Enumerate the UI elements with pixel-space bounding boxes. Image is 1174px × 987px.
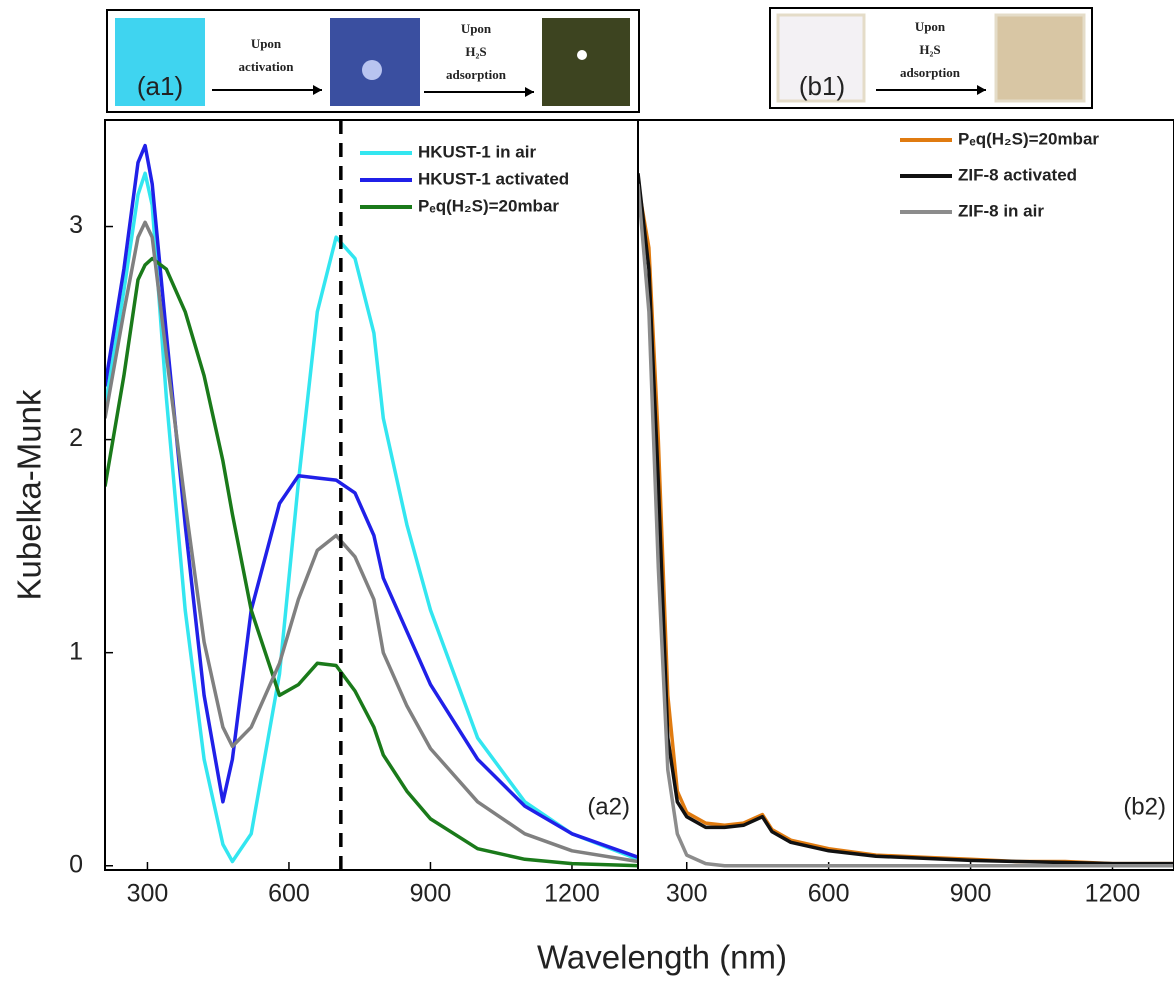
x-tick-label: 300 <box>127 880 169 908</box>
legend-label: HKUST-1 activated <box>418 169 569 188</box>
plot-frame <box>637 119 1174 871</box>
y-tick-label: 3 <box>69 211 83 239</box>
arrow-head <box>525 87 534 97</box>
sample-photo <box>542 18 630 106</box>
y-tick-label: 2 <box>69 424 83 452</box>
x-tick-label: 300 <box>666 880 708 908</box>
x-tick-label: 900 <box>410 880 452 908</box>
step-text: activation <box>239 59 295 74</box>
series-line <box>105 220 638 864</box>
inset-label: (a1) <box>137 71 183 101</box>
step-text: Upon <box>461 21 492 36</box>
legend-label: HKUST-1 in air <box>418 142 536 161</box>
series-line <box>638 183 1174 866</box>
photo-spot <box>362 60 382 80</box>
legend-label: Pₑq(H₂S)=20mbar <box>958 129 1099 148</box>
legend-label: ZIF-8 activated <box>958 165 1077 184</box>
series-line <box>638 183 1174 868</box>
step-text: adsorption <box>446 67 507 82</box>
y-tick-label: 0 <box>69 850 83 878</box>
sample-photo <box>115 18 205 106</box>
step-text: Upon <box>915 19 946 34</box>
series-line <box>105 256 638 868</box>
x-tick-label: 600 <box>808 880 850 908</box>
series-line <box>105 143 638 859</box>
x-axis-title: Wavelength (nm) <box>537 939 787 976</box>
arrow-head <box>313 85 322 95</box>
step-text: H₂S <box>465 44 486 59</box>
y-axis-title: Kubelka-Munk <box>11 389 48 600</box>
series-line <box>638 173 1174 866</box>
series-line <box>105 171 638 864</box>
x-tick-label: 1200 <box>1085 880 1141 908</box>
x-tick-label: 900 <box>950 880 992 908</box>
sample-photo <box>776 13 866 103</box>
step-text: Upon <box>251 36 282 51</box>
step-text: adsorption <box>900 65 961 80</box>
step-text: H₂S <box>919 42 940 57</box>
sample-photo <box>994 13 1086 103</box>
panel-label: (a2) <box>587 793 630 820</box>
arrow-head <box>977 85 986 95</box>
photo-spot <box>577 50 587 60</box>
legend-label: Pₑq(H₂S)=20mbar <box>418 196 559 215</box>
panel-label: (b2) <box>1123 793 1166 820</box>
x-tick-label: 1200 <box>544 880 600 908</box>
legend-label: ZIF-8 in air <box>958 201 1044 220</box>
y-tick-label: 1 <box>69 637 83 665</box>
inset-label: (b1) <box>799 71 845 101</box>
x-tick-label: 600 <box>268 880 310 908</box>
